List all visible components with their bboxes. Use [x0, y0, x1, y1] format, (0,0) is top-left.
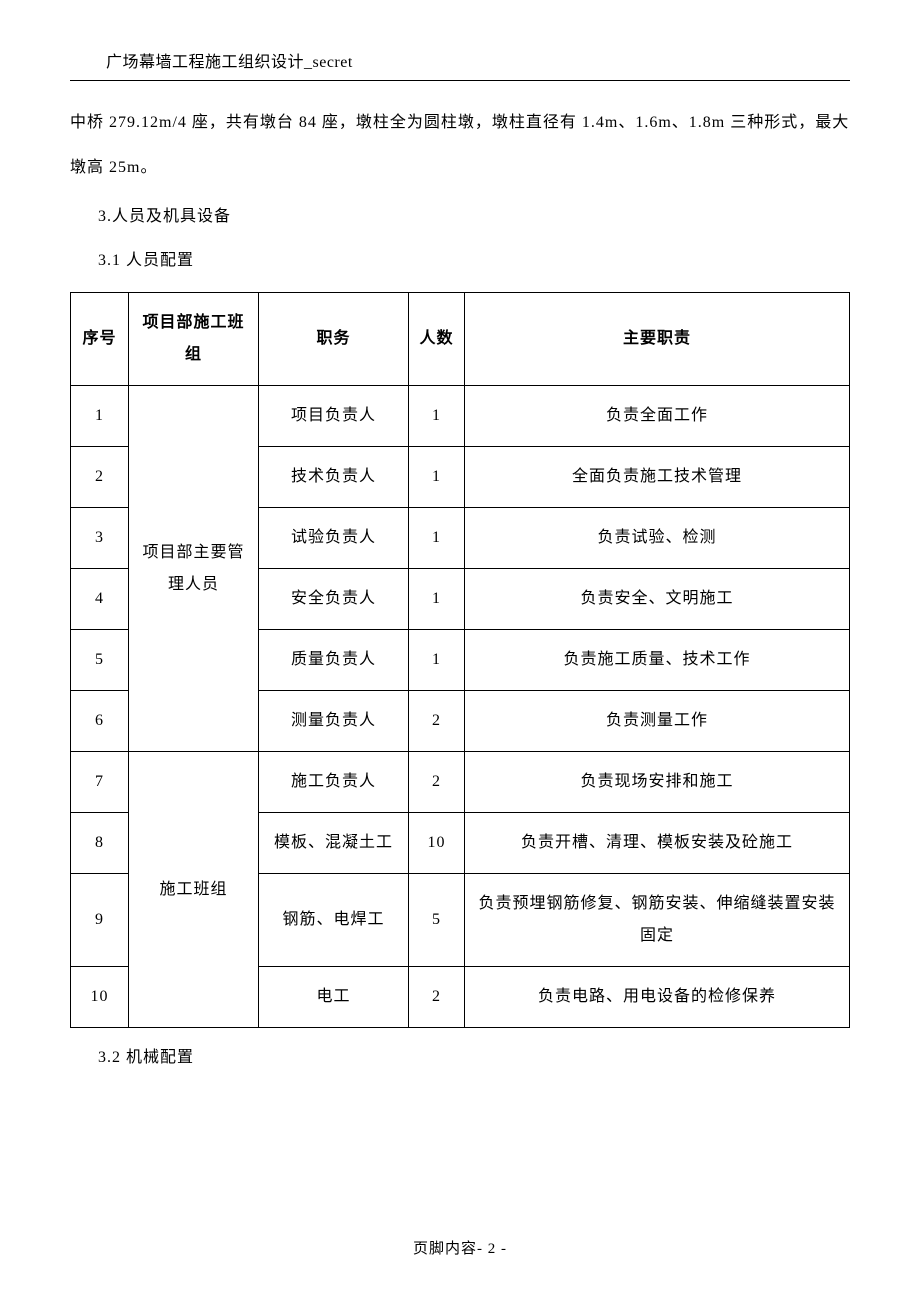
col-header-count: 人数: [409, 293, 465, 386]
table-header-row: 序号 项目部施工班组 职务 人数 主要职责: [71, 293, 850, 386]
cell-count: 1: [409, 386, 465, 447]
cell-duty: 负责开槽、清理、模板安装及砼施工: [465, 813, 850, 874]
cell-seq: 3: [71, 508, 129, 569]
cell-duty: 负责试验、检测: [465, 508, 850, 569]
document-page: 广场幕墙工程施工组织设计_secret 中桥 279.12m/4 座，共有墩台 …: [0, 0, 920, 1121]
cell-count: 2: [409, 691, 465, 752]
body-paragraph-1: 中桥 279.12m/4 座，共有墩台 84 座，墩柱全为圆柱墩，墩柱直径有 1…: [70, 101, 850, 191]
cell-count: 1: [409, 569, 465, 630]
cell-duty: 全面负责施工技术管理: [465, 447, 850, 508]
cell-duty: 负责安全、文明施工: [465, 569, 850, 630]
cell-count: 2: [409, 967, 465, 1028]
section-3-2: 3.2 机械配置: [98, 1036, 850, 1081]
cell-duty: 负责全面工作: [465, 386, 850, 447]
cell-seq: 1: [71, 386, 129, 447]
section-3-1: 3.1 人员配置: [98, 239, 850, 284]
cell-role: 钢筋、电焊工: [259, 874, 409, 967]
col-header-seq: 序号: [71, 293, 129, 386]
cell-role: 模板、混凝土工: [259, 813, 409, 874]
cell-count: 1: [409, 508, 465, 569]
cell-role: 测量负责人: [259, 691, 409, 752]
cell-seq: 6: [71, 691, 129, 752]
cell-role: 质量负责人: [259, 630, 409, 691]
cell-group-2: 施工班组: [129, 752, 259, 1028]
cell-duty: 负责施工质量、技术工作: [465, 630, 850, 691]
table-row: 1 项目部主要管理人员 项目负责人 1 负责全面工作: [71, 386, 850, 447]
section-3: 3.人员及机具设备: [98, 195, 850, 240]
cell-role: 技术负责人: [259, 447, 409, 508]
cell-count: 2: [409, 752, 465, 813]
col-header-duty: 主要职责: [465, 293, 850, 386]
cell-seq: 5: [71, 630, 129, 691]
cell-role: 项目负责人: [259, 386, 409, 447]
cell-seq: 7: [71, 752, 129, 813]
col-header-group: 项目部施工班组: [129, 293, 259, 386]
cell-count: 1: [409, 447, 465, 508]
cell-duty: 负责测量工作: [465, 691, 850, 752]
cell-seq: 4: [71, 569, 129, 630]
personnel-table: 序号 项目部施工班组 职务 人数 主要职责 1 项目部主要管理人员 项目负责人 …: [70, 292, 850, 1028]
personnel-table-wrapper: 序号 项目部施工班组 职务 人数 主要职责 1 项目部主要管理人员 项目负责人 …: [70, 292, 850, 1028]
cell-count: 10: [409, 813, 465, 874]
cell-seq: 10: [71, 967, 129, 1028]
cell-duty: 负责现场安排和施工: [465, 752, 850, 813]
col-header-role: 职务: [259, 293, 409, 386]
cell-count: 5: [409, 874, 465, 967]
cell-seq: 2: [71, 447, 129, 508]
header-divider: [70, 80, 850, 81]
cell-role: 施工负责人: [259, 752, 409, 813]
cell-role: 电工: [259, 967, 409, 1028]
cell-duty: 负责电路、用电设备的检修保养: [465, 967, 850, 1028]
cell-count: 1: [409, 630, 465, 691]
table-row: 7 施工班组 施工负责人 2 负责现场安排和施工: [71, 752, 850, 813]
page-header-title: 广场幕墙工程施工组织设计_secret: [106, 48, 850, 72]
cell-role: 试验负责人: [259, 508, 409, 569]
page-footer: 页脚内容- 2 -: [0, 1237, 920, 1258]
cell-seq: 9: [71, 874, 129, 967]
cell-group-1: 项目部主要管理人员: [129, 386, 259, 752]
cell-role: 安全负责人: [259, 569, 409, 630]
cell-duty: 负责预埋钢筋修复、钢筋安装、伸缩缝装置安装固定: [465, 874, 850, 967]
cell-seq: 8: [71, 813, 129, 874]
